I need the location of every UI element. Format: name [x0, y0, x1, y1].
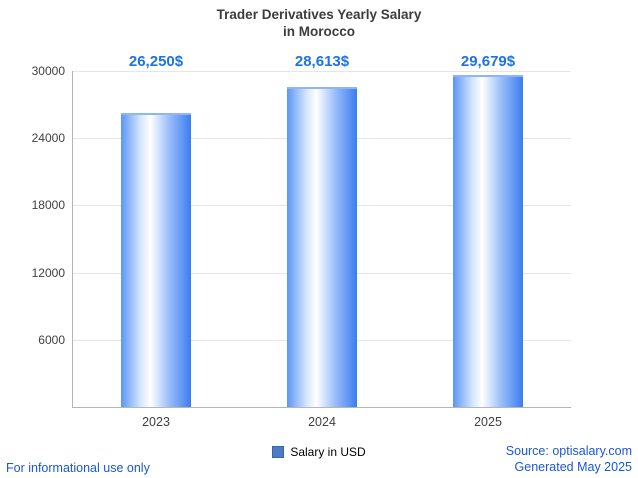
gridline-30000 [73, 71, 571, 72]
x-tick-label-2024: 2024 [308, 415, 336, 429]
plot-area: 6000 12000 18000 24000 30000 26,250$ 2023 28,61… [32, 53, 571, 429]
bar-2023 [121, 113, 191, 407]
disclaimer-text: For informational use only [6, 461, 150, 475]
x-tick-label-2025: 2025 [474, 415, 502, 429]
generated-text: Generated May 2025 [514, 460, 632, 474]
y-tick-label-24000: 24000 [31, 131, 65, 146]
x-tick-label-2023: 2023 [142, 415, 170, 429]
chart-title-line2: in Morocco [282, 24, 355, 39]
value-label-2024: 28,613$ [294, 53, 350, 70]
y-tick-label-18000: 18000 [31, 198, 65, 213]
source-text: Source: optisalary.com [505, 444, 632, 458]
chart-title: Trader Derivatives Yearly Salary in Moro… [0, 6, 638, 40]
value-label-2023: 26,250$ [128, 53, 184, 70]
y-tick-label-30000: 30000 [31, 64, 65, 78]
source-info: Source: optisalary.com Generated May 202… [506, 443, 632, 475]
chart-title-line1: Trader Derivatives Yearly Salary [216, 7, 422, 22]
legend-color-swatch [272, 446, 285, 458]
bar-2024 [287, 86, 357, 407]
y-tick-label-12000: 12000 [31, 265, 65, 280]
legend-label: Salary in USD [290, 445, 366, 459]
value-label-2025: 29,679$ [460, 53, 516, 70]
legend: Salary in USD [0, 445, 638, 459]
y-tick-label-6000: 6000 [38, 332, 65, 347]
bar-2025 [453, 74, 523, 407]
